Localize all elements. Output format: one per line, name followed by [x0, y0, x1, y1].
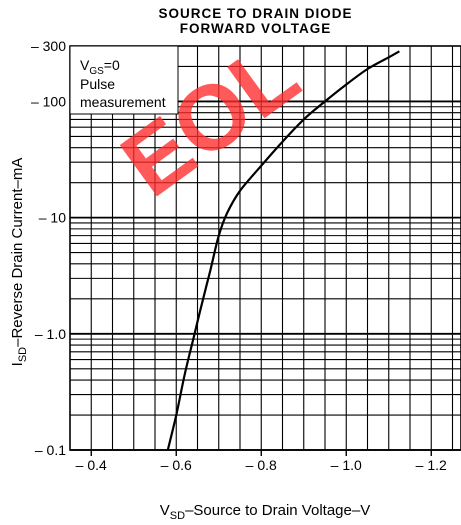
x-tick-label: – 1.0 [331, 457, 362, 473]
title-line-2: FORWARD VOLTAGE [179, 21, 332, 36]
y-tick-label: – 1.0 [35, 326, 66, 342]
y-tick-label: – 10 [39, 210, 66, 226]
annotation-measurement: measurement [80, 94, 166, 110]
x-tick-label: – 0.8 [246, 457, 277, 473]
y-axis-label: ISD–Reverse Drain Current–mA [9, 158, 29, 367]
data-series [166, 50, 400, 451]
annotation-vgs: VGS=0 [80, 57, 120, 77]
y-axis-ticks: – 0.1 – 1.0 – 10 – 100 – 300 [31, 38, 66, 458]
y-tick-label: – 100 [31, 93, 66, 109]
annotation-box [69, 45, 179, 115]
y-tick-label: – 300 [31, 38, 66, 54]
grid [70, 45, 461, 451]
x-tick-label: – 1.2 [416, 457, 447, 473]
x-tick-label: – 0.4 [76, 457, 107, 473]
y-tick-label: – 0.1 [35, 442, 66, 458]
annotation-pulse: Pulse [80, 76, 115, 92]
x-axis-label: VSD–Source to Drain Voltage–V [160, 502, 370, 522]
page-title: SOURCE TO DRAIN DIODE FORWARD VOLTAGE [0, 6, 461, 36]
plot-frame [69, 45, 461, 451]
title-line-1: SOURCE TO DRAIN DIODE [158, 6, 353, 21]
x-tick-label: – 0.6 [161, 457, 192, 473]
series-line-0 [166, 50, 400, 451]
x-axis-ticks: – 0.4 – 0.6 – 0.8 – 1.0 – 1.2 [76, 450, 447, 473]
